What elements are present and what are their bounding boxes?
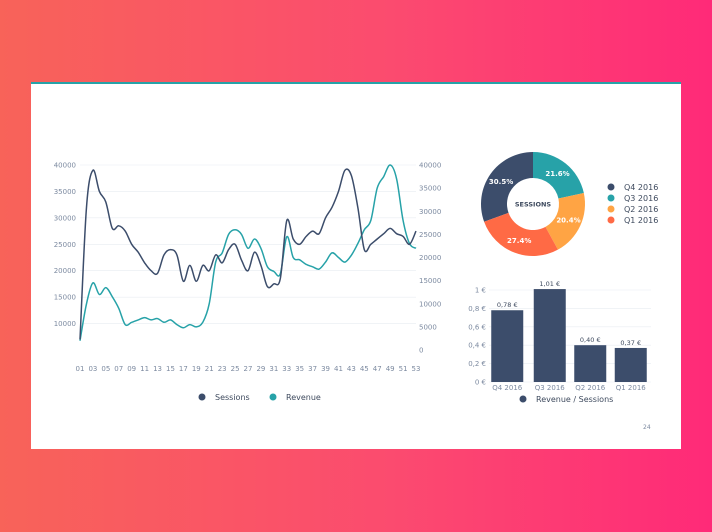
donut-legend-label: Q1 2016 <box>624 216 658 225</box>
y-right-tick-label: 25000 <box>419 231 441 239</box>
bar-y-tick-label: 0 € <box>475 379 486 387</box>
donut-legend-marker <box>607 216 615 224</box>
y-left-tick-label: 20000 <box>54 267 76 275</box>
x-tick-label: 23 <box>218 365 227 373</box>
donut-slice-label: 21.6% <box>545 170 569 178</box>
x-tick-label: 15 <box>166 365 175 373</box>
bar-x-tick-label: Q2 2016 <box>575 384 606 392</box>
y-left-tick-label: 35000 <box>54 188 76 196</box>
x-tick-label: 19 <box>192 365 201 373</box>
bar-value-label: 1,01 € <box>539 280 560 288</box>
bar-y-tick-label: 0,2 € <box>468 360 486 368</box>
bar-value-label: 0,40 € <box>580 336 601 344</box>
x-tick-label: 45 <box>360 365 369 373</box>
bar-q3-2016 <box>533 289 566 382</box>
legend-sessions-label: Sessions <box>215 393 250 402</box>
y-right-tick-label: 30000 <box>419 208 441 216</box>
x-tick-label: 43 <box>347 365 356 373</box>
page-number: 24 <box>643 424 651 431</box>
x-tick-label: 41 <box>334 365 343 373</box>
x-tick-label: 37 <box>308 365 317 373</box>
bar-x-tick-label: Q3 2016 <box>535 384 566 392</box>
bar-q4-2016 <box>491 310 524 382</box>
x-tick-label: 21 <box>205 365 214 373</box>
x-tick-label: 29 <box>256 365 265 373</box>
x-tick-label: 13 <box>153 365 162 373</box>
donut-center-label: SESSIONS <box>515 201 552 209</box>
y-left-tick-label: 10000 <box>54 320 76 328</box>
x-tick-label: 39 <box>321 365 330 373</box>
donut-slice-label: 20.4% <box>556 217 580 225</box>
y-right-tick-label: 10000 <box>419 300 441 308</box>
x-tick-label: 17 <box>179 365 188 373</box>
x-tick-label: 25 <box>231 365 240 373</box>
y-right-tick-label: 35000 <box>419 185 441 193</box>
bar-value-label: 0,78 € <box>497 301 518 309</box>
revenue-per-session-bar-chart: 0 € 0,2 € 0,4 € 0,6 € 0,8 € 1 € 0,78 € Q4 2016 1… <box>468 280 651 404</box>
bar-value-label: 0,37 € <box>620 339 641 347</box>
donut-slice-q3-2016 <box>533 152 584 199</box>
y-right-tick-label: 5000 <box>419 323 437 331</box>
bar-y-tick-label: 0,6 € <box>468 323 486 331</box>
legend-sessions-marker <box>198 393 206 401</box>
x-tick-label: 51 <box>399 365 408 373</box>
x-tick-label: 11 <box>140 365 149 373</box>
x-tick-label: 31 <box>269 365 278 373</box>
x-tick-label: 47 <box>373 365 382 373</box>
bar-legend-marker <box>519 395 527 403</box>
donut-legend-marker <box>607 183 615 191</box>
dashboard-charts: 10000 15000 20000 25000 30000 35000 40000 0 5000… <box>54 152 658 431</box>
bar-q2-2016 <box>574 345 607 382</box>
donut-slice-q1-2016 <box>484 212 558 256</box>
x-tick-label: 33 <box>282 365 291 373</box>
donut-slice-q2-2016 <box>545 193 585 250</box>
bar-y-tick-label: 0,8 € <box>468 305 486 313</box>
x-tick-label: 27 <box>244 365 253 373</box>
donut-legend-label: Q3 2016 <box>624 194 658 203</box>
revenue-line <box>79 164 417 341</box>
donut-legend-label: Q4 2016 <box>624 183 658 192</box>
sessions-revenue-line-chart: 10000 15000 20000 25000 30000 35000 40000 0 5000… <box>54 162 442 403</box>
report-slide: 10000 15000 20000 25000 30000 35000 40000 0 5000… <box>31 82 681 449</box>
y-right-tick-label: 15000 <box>419 277 441 285</box>
x-tick-label: 53 <box>412 365 421 373</box>
bar-x-tick-label: Q4 2016 <box>492 384 523 392</box>
donut-slice-q4-2016 <box>481 152 533 222</box>
y-right-tick-label: 0 <box>419 347 423 355</box>
y-left-tick-label: 40000 <box>54 162 76 170</box>
x-tick-label: 05 <box>101 365 110 373</box>
legend-revenue-marker <box>269 393 277 401</box>
donut-slice-label: 27.4% <box>507 237 531 245</box>
legend-revenue-label: Revenue <box>286 393 321 402</box>
x-tick-label: 09 <box>127 365 136 373</box>
x-tick-label: 49 <box>386 365 395 373</box>
bar-legend-label: Revenue / Sessions <box>536 395 613 404</box>
y-left-tick-label: 25000 <box>54 241 76 249</box>
bar-q1-2016 <box>614 347 647 382</box>
donut-legend-marker <box>607 194 615 202</box>
y-left-tick-label: 15000 <box>54 294 76 302</box>
bar-y-tick-label: 1 € <box>475 287 486 295</box>
donut-legend-marker <box>607 205 615 213</box>
x-tick-label: 01 <box>76 365 85 373</box>
y-right-tick-label: 40000 <box>419 162 441 170</box>
y-right-tick-label: 20000 <box>419 254 441 262</box>
y-left-tick-label: 30000 <box>54 214 76 222</box>
sessions-donut-chart: 30.5% 21.6% 20.4% 27.4% SESSIONS Q4 2016 Q3 20… <box>481 152 658 256</box>
sessions-line <box>79 168 417 340</box>
bar-x-tick-label: Q1 2016 <box>616 384 647 392</box>
bar-y-tick-label: 0,4 € <box>468 342 486 350</box>
x-tick-label: 07 <box>114 365 123 373</box>
donut-slice-label: 30.5% <box>489 178 513 186</box>
x-tick-label: 35 <box>295 365 304 373</box>
x-tick-label: 03 <box>88 365 97 373</box>
donut-legend-label: Q2 2016 <box>624 205 658 214</box>
